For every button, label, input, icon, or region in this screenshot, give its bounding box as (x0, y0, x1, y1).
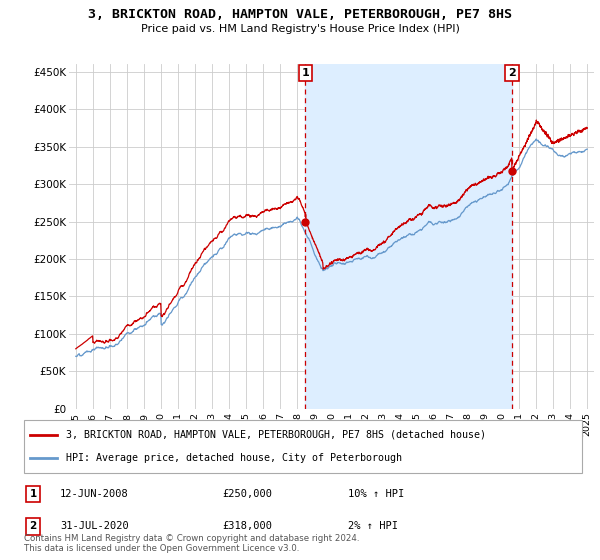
FancyBboxPatch shape (24, 420, 582, 473)
Text: 12-JUN-2008: 12-JUN-2008 (60, 489, 129, 499)
Text: 31-JUL-2020: 31-JUL-2020 (60, 521, 129, 531)
Text: 2: 2 (29, 521, 37, 531)
Text: 3, BRICKTON ROAD, HAMPTON VALE, PETERBOROUGH, PE7 8HS (detached house): 3, BRICKTON ROAD, HAMPTON VALE, PETERBOR… (66, 430, 486, 440)
Text: £318,000: £318,000 (222, 521, 272, 531)
Text: Contains HM Land Registry data © Crown copyright and database right 2024.
This d: Contains HM Land Registry data © Crown c… (24, 534, 359, 553)
Text: Price paid vs. HM Land Registry's House Price Index (HPI): Price paid vs. HM Land Registry's House … (140, 24, 460, 34)
Text: £250,000: £250,000 (222, 489, 272, 499)
Text: 2: 2 (508, 68, 516, 78)
Text: 1: 1 (301, 68, 309, 78)
Text: 10% ↑ HPI: 10% ↑ HPI (348, 489, 404, 499)
Text: 3, BRICKTON ROAD, HAMPTON VALE, PETERBOROUGH, PE7 8HS: 3, BRICKTON ROAD, HAMPTON VALE, PETERBOR… (88, 8, 512, 21)
Bar (305, 64, 512, 409)
Text: 2% ↑ HPI: 2% ↑ HPI (348, 521, 398, 531)
Text: HPI: Average price, detached house, City of Peterborough: HPI: Average price, detached house, City… (66, 453, 402, 463)
Text: 1: 1 (29, 489, 37, 499)
